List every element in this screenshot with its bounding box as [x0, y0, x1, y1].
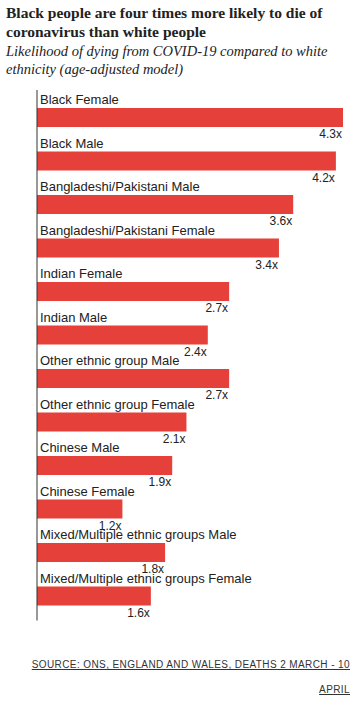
- category-label: Black Male: [40, 136, 104, 151]
- category-label: Mixed/Multiple ethnic groups Male: [40, 527, 237, 542]
- data-label: 4.3x: [319, 127, 342, 141]
- category-label: Mixed/Multiple ethnic groups Female: [40, 571, 252, 586]
- category-label: Chinese Male: [40, 440, 120, 455]
- category-label: Chinese Female: [40, 484, 135, 499]
- data-label: 1.6x: [127, 606, 150, 620]
- bar: [37, 152, 336, 171]
- data-label: 2.1x: [163, 432, 186, 446]
- data-label: 1.9x: [149, 475, 172, 489]
- data-label: 3.6x: [269, 214, 292, 228]
- category-label: Indian Male: [40, 310, 107, 325]
- data-label: 3.4x: [255, 258, 278, 272]
- bar: [37, 108, 343, 127]
- bar: [37, 239, 279, 258]
- bar: [37, 282, 229, 301]
- title: Black people are four times more likely …: [6, 3, 354, 41]
- data-label: 2.7x: [205, 388, 228, 402]
- category-label: Indian Female: [40, 266, 122, 281]
- subtitle: Likelihood of dying from COVID-19 compar…: [6, 42, 336, 78]
- bars: [37, 108, 343, 606]
- category-label: Other ethnic group Male: [40, 353, 179, 368]
- bar: [37, 413, 186, 432]
- bar: [37, 456, 172, 475]
- bar: [37, 500, 122, 519]
- bar: [37, 587, 151, 606]
- source: SOURCE: ONS, ENGLAND AND WALES, DEATHS 2…: [30, 652, 350, 702]
- axis-line: [37, 90, 38, 621]
- data-label: 2.7x: [205, 301, 228, 315]
- labels: Black Female 4.3x Black Male 4.2x Bangladesh…: [40, 92, 342, 620]
- category-label: Black Female: [40, 92, 119, 107]
- bar: [37, 326, 208, 345]
- category-label: Other ethnic group Female: [40, 397, 195, 412]
- category-label: Bangladeshi/Pakistani Male: [40, 179, 200, 194]
- category-label: Bangladeshi/Pakistani Female: [40, 223, 215, 238]
- chart: Black Female 4.3x Black Male 4.2x Bangladesh…: [0, 0, 360, 711]
- bar: [37, 543, 165, 562]
- data-label: 4.2x: [312, 171, 335, 185]
- data-label: 2.4x: [184, 345, 207, 359]
- bar: [37, 369, 229, 388]
- bar: [37, 195, 293, 214]
